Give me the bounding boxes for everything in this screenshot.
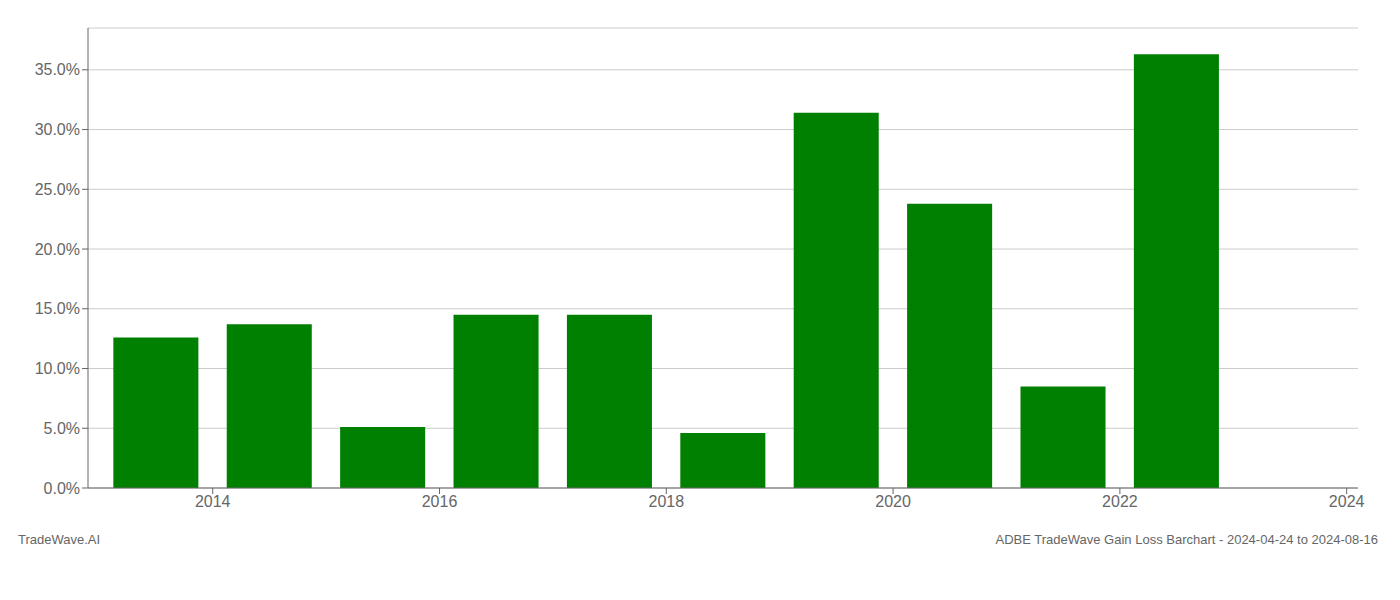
svg-text:2020: 2020 xyxy=(875,493,911,510)
svg-text:5.0%: 5.0% xyxy=(44,420,80,437)
svg-text:20.0%: 20.0% xyxy=(35,241,80,258)
svg-text:0.0%: 0.0% xyxy=(44,480,80,497)
svg-text:15.0%: 15.0% xyxy=(35,300,80,317)
svg-text:2016: 2016 xyxy=(422,493,458,510)
svg-text:25.0%: 25.0% xyxy=(35,181,80,198)
svg-text:30.0%: 30.0% xyxy=(35,121,80,138)
svg-text:2018: 2018 xyxy=(649,493,685,510)
svg-text:2024: 2024 xyxy=(1329,493,1365,510)
svg-text:2022: 2022 xyxy=(1102,493,1138,510)
svg-text:35.0%: 35.0% xyxy=(35,61,80,78)
html-text:TradeWave.AI: TradeWave.AI xyxy=(18,532,101,547)
html-text:ADBE TradeWave Gain Loss Barch: ADBE TradeWave Gain Loss Barchart - 2024… xyxy=(995,532,1378,547)
svg-text:10.0%: 10.0% xyxy=(35,360,80,377)
svg-text:2014: 2014 xyxy=(195,493,231,510)
